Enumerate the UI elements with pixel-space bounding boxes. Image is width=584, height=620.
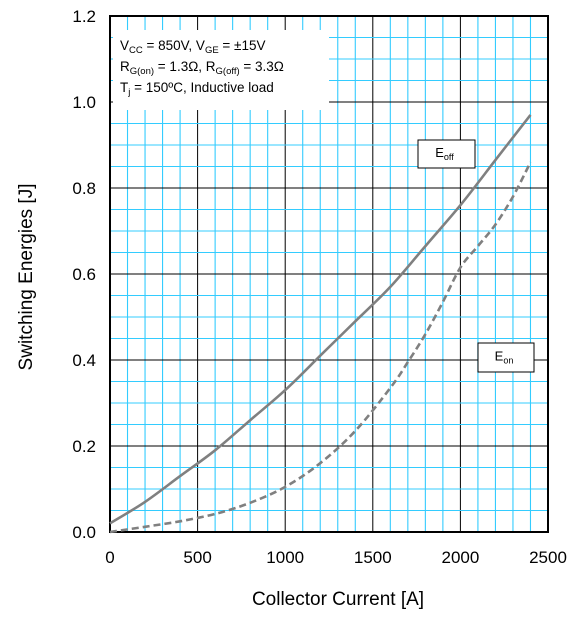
y-tick-label: 0.6 — [72, 265, 96, 284]
eoff-label-box — [417, 139, 476, 169]
y-tick-label: 1.0 — [72, 93, 96, 112]
eon-label: Eon — [495, 349, 514, 366]
x-tick-label: 1500 — [354, 548, 392, 567]
y-tick-label: 0.4 — [72, 351, 96, 370]
x-tick-label: 500 — [183, 548, 211, 567]
conditions-box: VCC = 850V, VGE = ±15V RG(on) = 1.3Ω, RG(… — [113, 30, 329, 110]
eoff-label: Eoff — [435, 145, 454, 162]
condition-line: VCC = 850V, VGE = ±15V — [120, 38, 266, 56]
y-axis-title: Switching Energies [J] — [16, 184, 37, 371]
series-line-eoff — [109, 114, 532, 525]
x-tick-label: 2000 — [441, 548, 479, 567]
series-labels: Eoff Eon — [417, 139, 535, 373]
eon-label-box — [477, 342, 535, 373]
condition-line: Tj = 150ºC, Inductive load — [120, 80, 274, 98]
y-tick-label: 0.2 — [72, 437, 96, 456]
y-tick-label: 1.2 — [72, 7, 96, 26]
series — [109, 114, 532, 534]
x-axis-title: Collector Current [A] — [252, 589, 424, 610]
y-tick-label: 0.8 — [72, 179, 96, 198]
plot-frame — [109, 15, 549, 533]
x-tick-label: 2500 — [529, 548, 567, 567]
conditions-background — [113, 30, 329, 110]
x-tick-label: 0 — [105, 548, 114, 567]
condition-line: RG(on) = 1.3Ω, RG(off) = 3.3Ω — [120, 59, 284, 77]
axis-ticks: 0 500 1000 1500 2000 2500 0.0 0.2 0.4 0.6 0.8 1.0 1.… — [72, 7, 567, 567]
y-tick-label: 0.0 — [72, 523, 96, 542]
x-tick-label: 1000 — [266, 548, 304, 567]
